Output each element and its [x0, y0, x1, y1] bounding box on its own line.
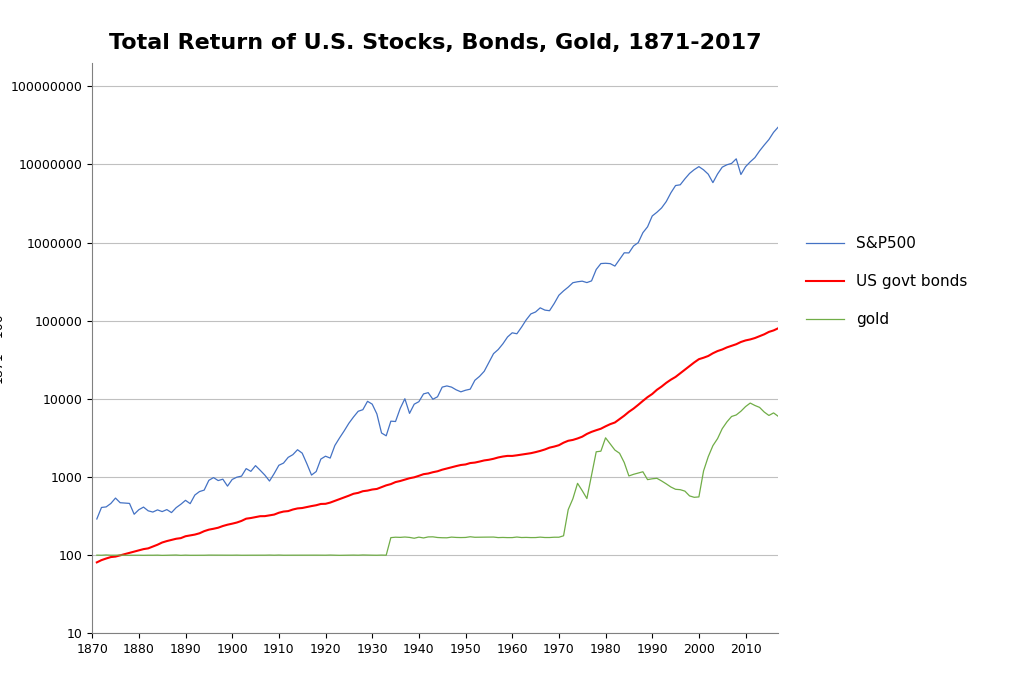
gold: [91, 551, 103, 560]
S&P500: [772, 123, 784, 132]
gold: [156, 551, 168, 560]
Title: Total Return of U.S. Stocks, Bonds, Gold, 1871-2017: Total Return of U.S. Stocks, Bonds, Gold…: [109, 33, 762, 53]
gold: [314, 551, 327, 560]
S&P500: [562, 283, 574, 292]
gold: [278, 551, 290, 560]
US govt bonds: [618, 411, 631, 420]
gold: [469, 533, 481, 541]
S&P500: [628, 242, 640, 250]
Line: gold: gold: [97, 403, 778, 555]
Y-axis label: 1871-=100: 1871-=100: [0, 313, 5, 383]
S&P500: [272, 461, 285, 470]
S&P500: [310, 468, 323, 476]
US govt bonds: [272, 509, 285, 517]
Line: S&P500: S&P500: [97, 127, 778, 519]
gold: [623, 472, 635, 480]
Line: US govt bonds: US govt bonds: [97, 329, 778, 562]
S&P500: [464, 385, 476, 393]
US govt bonds: [91, 558, 103, 567]
gold: [772, 412, 784, 420]
gold: [632, 469, 644, 477]
S&P500: [618, 248, 631, 257]
US govt bonds: [464, 459, 476, 467]
US govt bonds: [628, 404, 640, 413]
gold: [744, 399, 757, 407]
US govt bonds: [562, 436, 574, 445]
US govt bonds: [772, 324, 784, 333]
S&P500: [91, 515, 103, 523]
Legend: S&P500, US govt bonds, gold: S&P500, US govt bonds, gold: [800, 230, 974, 333]
US govt bonds: [310, 501, 323, 509]
gold: [566, 495, 579, 503]
